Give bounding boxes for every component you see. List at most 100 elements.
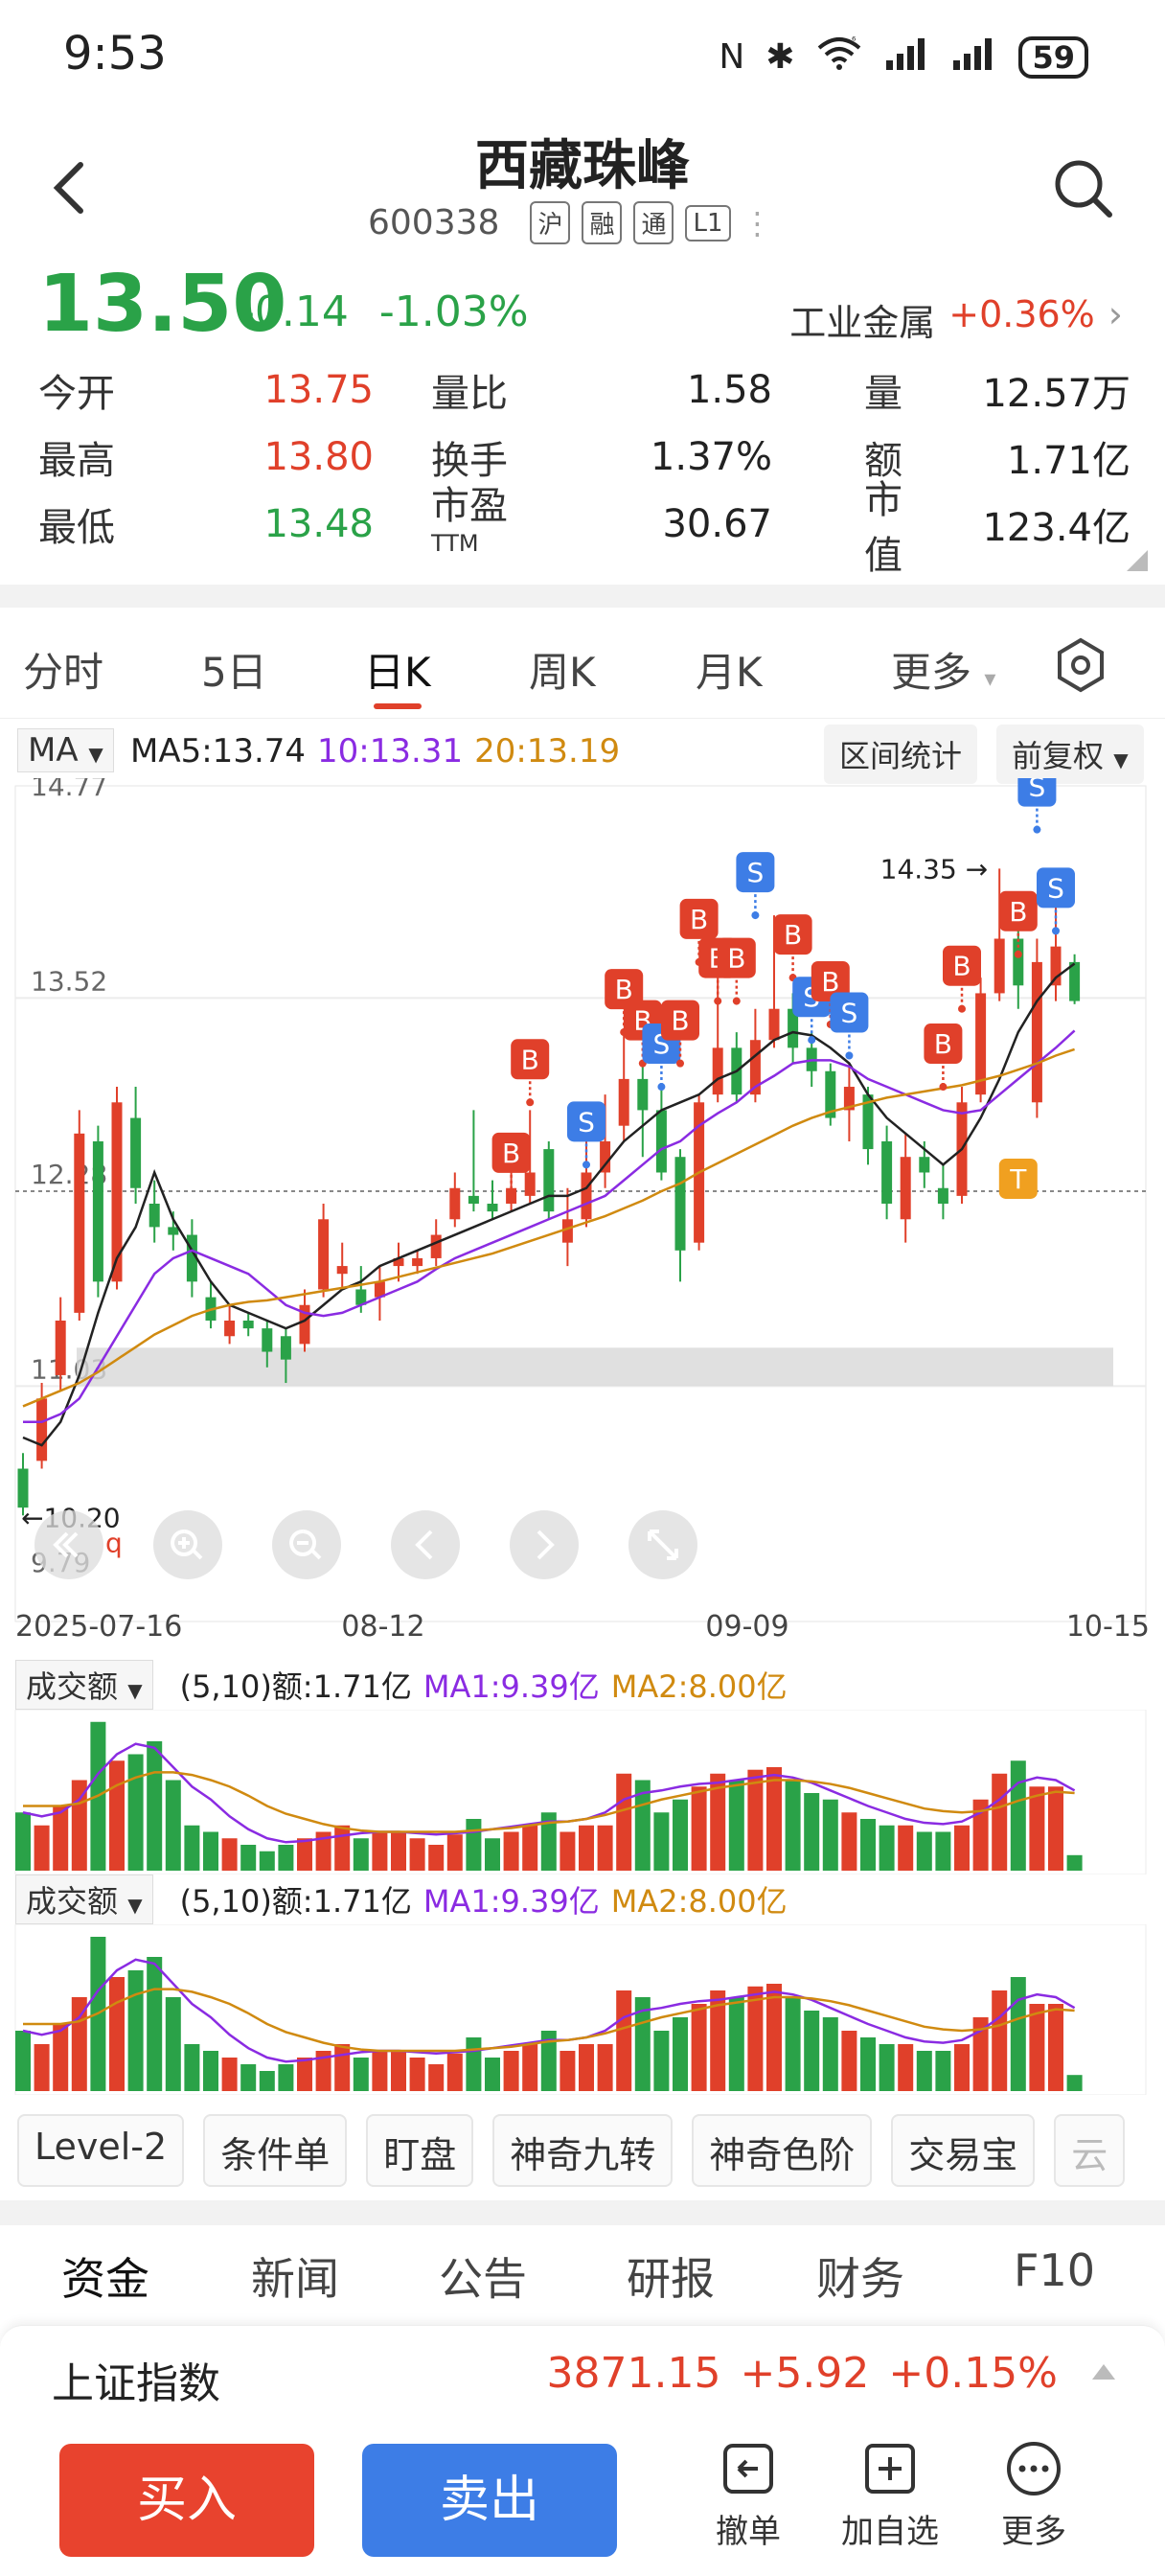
tool-cloud[interactable]: 云 — [1054, 2114, 1126, 2187]
tool-magic-nine[interactable]: 神奇九转 — [492, 2114, 674, 2187]
marker-label: B — [521, 1044, 539, 1075]
divider — [0, 2200, 1165, 2225]
sell-button[interactable]: 卖出 — [362, 2444, 617, 2557]
caret-down-icon: ▼ — [88, 743, 103, 766]
battery-icon: 59 — [1018, 35, 1088, 79]
tab-research[interactable]: 研报 — [627, 2244, 715, 2308]
tab-monthly-k[interactable]: 月K — [696, 640, 763, 699]
marker-label: B — [615, 974, 633, 1005]
next-icon[interactable] — [510, 1510, 579, 1579]
ma-values: MA5:13.74 10:13.31 20:13.19 — [130, 732, 620, 770]
q-annotation: q — [105, 1527, 123, 1558]
volume-bar — [109, 1760, 125, 1871]
marker-label: S — [1047, 872, 1064, 904]
ma5-value: MA5:13.74 — [130, 732, 307, 770]
tab-weekly-k[interactable]: 周K — [529, 640, 596, 699]
search-icon[interactable] — [1050, 155, 1117, 222]
marker-label: S — [841, 997, 858, 1028]
prev-icon[interactable] — [391, 1510, 460, 1579]
y-tick-label: 13.52 — [31, 965, 107, 997]
volume-selector[interactable]: 成交额 ▼ — [15, 1874, 153, 1924]
tool-trade-treasure[interactable]: 交易宝 — [891, 2114, 1036, 2187]
rewind-icon[interactable] — [34, 1510, 103, 1579]
volume-bar — [597, 1825, 613, 1871]
tab-5day[interactable]: 5日 — [201, 640, 267, 699]
chart-frame — [14, 785, 1147, 1622]
x-tick-label: 2025-07-16 — [15, 1610, 182, 1641]
candlestick-chart[interactable]: 14.7713.5212.2811.039.79BBSBBSBBBBSBSBSB… — [0, 778, 1165, 1641]
add-watchlist-label: 加自选 — [841, 2513, 939, 2551]
tab-news[interactable]: 新闻 — [251, 2244, 339, 2308]
volume-bar — [560, 1831, 576, 1871]
zoom-out-icon-glyph — [289, 1530, 322, 1560]
quote-stats: 今开 13.75 量比 1.58 量 12.57万 最高 13.80 换手 1.… — [38, 356, 1131, 578]
ma20-value: 20:13.19 — [474, 732, 621, 770]
add-watchlist-button[interactable]: 加自选 — [837, 2440, 943, 2552]
volume-bar — [653, 2031, 670, 2091]
sector-link[interactable]: 工业金属 +0.36% › — [789, 293, 1123, 346]
volume-bar — [804, 1793, 820, 1871]
marker-dot — [507, 1191, 515, 1200]
tool-level2[interactable]: Level-2 — [17, 2114, 185, 2187]
caret-down-icon: ▼ — [1113, 748, 1129, 771]
ma-selector[interactable]: MA ▼ — [17, 728, 114, 772]
tab-daily-k[interactable]: 日K — [364, 640, 431, 709]
settings-hexagon-icon[interactable] — [1052, 636, 1109, 694]
candle-body — [600, 1140, 611, 1173]
volume-bar — [522, 1825, 538, 1871]
volume-selector[interactable]: 成交额 ▼ — [15, 1660, 153, 1710]
info-tabs: 资金 新闻 公告 研报 财务 F10 — [0, 2225, 1165, 2338]
expand-up-icon[interactable] — [1092, 2364, 1115, 2380]
volume-bar — [259, 1851, 275, 1871]
volume-bar — [15, 1812, 31, 1871]
stat-volume: 12.57万 — [982, 372, 1131, 416]
volume-bar — [841, 2031, 857, 2091]
tab-underline — [374, 703, 422, 709]
buy-button[interactable]: 买入 — [59, 2444, 314, 2557]
x-tick-label: 10-15 — [1066, 1610, 1150, 1641]
candle-body — [1013, 938, 1024, 986]
volume-bar — [992, 1990, 1008, 2091]
volume-bar — [334, 1825, 351, 1871]
more-dots-icon[interactable]: ⋮ — [742, 204, 773, 242]
tab-announcements[interactable]: 公告 — [439, 2244, 527, 2308]
more-button[interactable]: 更多 — [981, 2440, 1086, 2552]
tool-magic-color[interactable]: 神奇色阶 — [692, 2114, 873, 2187]
candle-body — [881, 1140, 893, 1205]
tab-funds[interactable]: 资金 — [61, 2244, 149, 2338]
volume-bar — [766, 1767, 782, 1871]
tab-intraday[interactable]: 分时 — [23, 640, 103, 699]
volume-bar — [691, 1786, 707, 1871]
tab-f10[interactable]: F10 — [1014, 2244, 1095, 2296]
volume-bar — [1066, 1854, 1083, 1871]
tab-label: 资金 — [61, 2253, 149, 2305]
rewind-icon-glyph — [53, 1531, 79, 1558]
stat-label: 市值 — [864, 478, 902, 578]
cancel-order-button[interactable]: 撤单 — [696, 2440, 801, 2552]
ma-indicator-bar: MA ▼ MA5:13.74 10:13.31 20:13.19 区间统计 前复… — [0, 724, 1165, 784]
expand-corner-icon[interactable] — [1127, 550, 1148, 571]
tab-more[interactable]: 更多 ▾ — [891, 640, 995, 699]
index-ticker-bar[interactable]: 上证指数 3871.15 +5.92 +0.15% — [0, 2325, 1165, 2425]
tab-label: F10 — [1014, 2244, 1095, 2296]
volume-bar — [935, 2051, 951, 2091]
volume-bar — [579, 2044, 594, 2091]
tool-conditional-order[interactable]: 条件单 — [203, 2114, 348, 2187]
volume-bar — [127, 1970, 144, 2091]
tool-watch[interactable]: 盯盘 — [366, 2114, 474, 2187]
marker-dot — [714, 997, 722, 1005]
candle-body — [975, 993, 987, 1095]
candle-body — [768, 1008, 780, 1041]
volume-bar — [240, 2064, 257, 2091]
candle-body — [186, 1234, 197, 1282]
tab-finance[interactable]: 财务 — [816, 2244, 904, 2308]
y-tick-label: 14.77 — [31, 778, 107, 802]
volume-panel-header-1: 成交额 ▼ (5,10)额:1.71亿 MA1:9.39亿 MA2:8.00亿 — [15, 1660, 788, 1710]
adjust-selector[interactable]: 前复权 ▼ — [996, 724, 1144, 784]
back-arrow-icon[interactable] — [46, 159, 92, 217]
volume-bar — [992, 1773, 1008, 1871]
volume-bar — [428, 2064, 445, 2091]
volume-bar — [728, 1780, 744, 1871]
range-stats-button[interactable]: 区间统计 — [824, 724, 978, 784]
candle-body — [168, 1227, 179, 1235]
